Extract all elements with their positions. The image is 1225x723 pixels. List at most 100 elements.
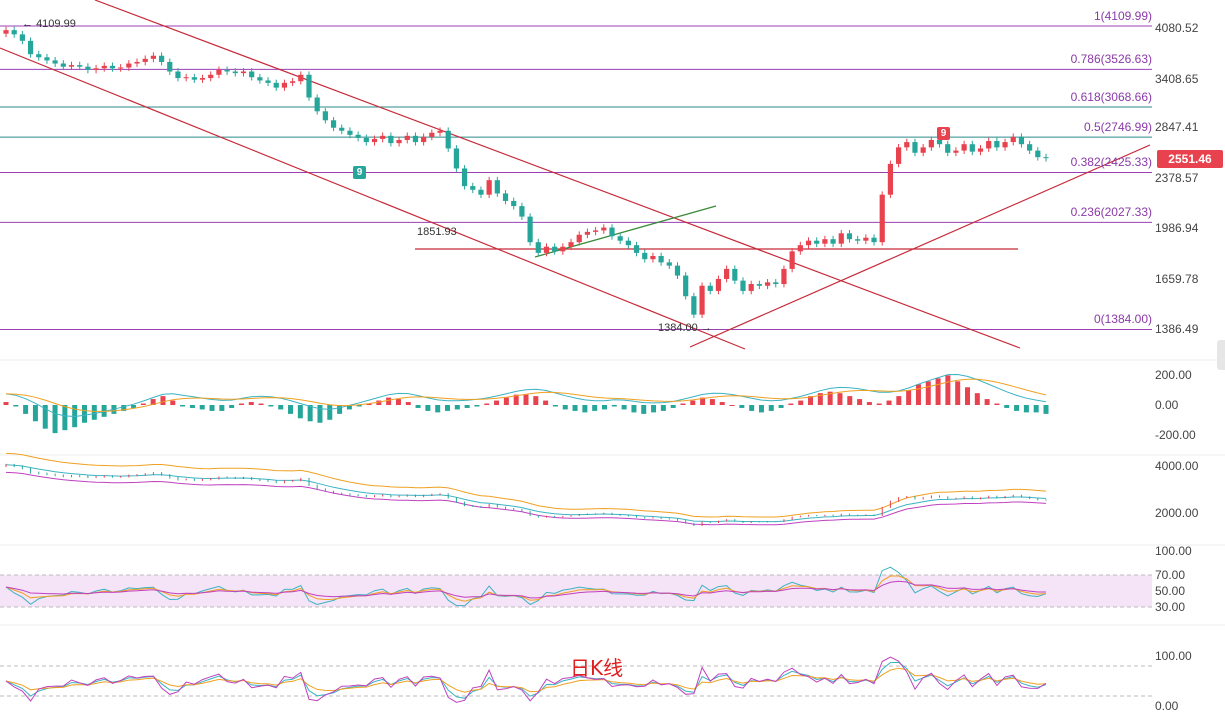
candle-body	[380, 135, 386, 139]
macd-histogram-bar	[562, 405, 568, 410]
candle-body	[527, 216, 533, 243]
candle-body	[920, 147, 926, 153]
macd-histogram-bar	[965, 387, 971, 405]
macd-histogram-bar	[337, 405, 343, 414]
macd-histogram-bar	[925, 381, 931, 405]
candle-body	[781, 268, 787, 285]
macd-histogram-bar	[611, 405, 617, 407]
macd-histogram-bar	[121, 405, 127, 411]
candle-body	[224, 69, 230, 72]
macd-histogram-bar	[189, 405, 195, 408]
macd-histogram-bar	[513, 394, 519, 405]
fib-level-label: 0.786(3526.63)	[1070, 52, 1152, 67]
macd-histogram-bar	[209, 405, 215, 411]
macd-histogram-bar	[631, 405, 637, 413]
macd-histogram-bar	[709, 399, 715, 405]
candle-body	[707, 285, 713, 291]
macd-histogram-bar	[866, 402, 872, 405]
macd-histogram-bar	[62, 405, 68, 431]
candle-body	[683, 275, 689, 297]
candle-body	[617, 236, 623, 241]
macd-histogram-bar	[1043, 405, 1049, 414]
candle-body	[773, 282, 779, 285]
panel-collapse-handle[interactable]	[1217, 340, 1225, 370]
macd-histogram-bar	[915, 384, 921, 405]
macd-histogram-bar	[494, 400, 500, 405]
boll-lower-band	[5, 471, 1047, 526]
candle-body	[257, 77, 263, 81]
candle-body	[732, 268, 738, 281]
candle-body	[199, 78, 206, 80]
macd-histogram-bar	[297, 405, 303, 419]
macd-histogram-bar	[258, 403, 264, 405]
macd-histogram-bar	[719, 402, 725, 405]
high-annotation: ← 4109.99	[22, 18, 76, 30]
boll-tick-label: 2000.00	[1155, 506, 1199, 520]
price-tick-label: 2378.57	[1155, 171, 1199, 185]
candle-body	[633, 245, 640, 253]
macd-histogram-bar	[32, 405, 38, 422]
candle-body	[846, 233, 853, 240]
macd-histogram-bar	[955, 381, 961, 405]
candle-body	[371, 138, 378, 143]
candle-body	[19, 34, 25, 41]
candle-body	[93, 68, 99, 70]
macd-histogram-bar	[729, 405, 735, 406]
candle-body	[1018, 136, 1025, 145]
candle-body	[814, 240, 820, 244]
price-tick-label: 1659.78	[1155, 272, 1199, 286]
macd-histogram-bar	[317, 405, 323, 423]
candle-body	[44, 57, 50, 61]
macd-histogram-bar	[572, 405, 578, 411]
candle-body	[118, 67, 124, 69]
macd-histogram-bar	[278, 405, 284, 410]
macd-histogram-bar	[484, 403, 490, 405]
candle-body	[715, 278, 722, 291]
candle-body	[666, 262, 672, 266]
candle-body	[306, 74, 312, 98]
macd-histogram-bar	[680, 403, 686, 405]
macd-histogram-bar	[974, 393, 980, 405]
macd-histogram-bar	[454, 405, 460, 410]
uptrend-line	[689, 144, 1151, 348]
candle-body	[421, 136, 427, 143]
candle-body	[1002, 142, 1008, 148]
fib-level-label: 1(4109.99)	[1093, 8, 1152, 23]
candle-body	[789, 251, 795, 269]
candle-body	[77, 65, 83, 67]
macd-histogram-bar	[1014, 405, 1020, 411]
macd-histogram-bar	[857, 399, 863, 405]
candle-body	[724, 268, 730, 279]
macd-histogram-bar	[876, 403, 882, 405]
macd-histogram-bar	[700, 397, 706, 405]
candle-body	[396, 139, 402, 144]
macd-histogram-bar	[592, 405, 598, 411]
macd-histogram-bar	[690, 400, 696, 405]
candle-body	[625, 240, 631, 246]
macd-histogram-bar	[170, 400, 176, 405]
candle-body	[461, 168, 468, 187]
macd-histogram-bar	[582, 405, 588, 413]
candle-body	[822, 239, 828, 244]
rsi-tick-label: 100.00	[1155, 544, 1192, 558]
candle-body	[232, 71, 238, 74]
candle-body	[240, 71, 247, 74]
candle-body	[797, 245, 803, 252]
macd-histogram-bar	[808, 396, 814, 405]
macd-histogram-bar	[288, 405, 294, 414]
candle-body	[216, 69, 222, 75]
macd-histogram-bar	[896, 396, 902, 405]
fib-level-label: 0(1384.00)	[1093, 312, 1152, 327]
td-sequential-marker-1: 9	[353, 166, 366, 179]
macd-histogram-bar	[543, 400, 549, 405]
macd-tick-label: 200.00	[1155, 368, 1192, 382]
macd-histogram-bar	[238, 403, 244, 405]
macd-histogram-bar	[23, 405, 29, 414]
candle-body	[519, 206, 525, 217]
macd-histogram-bar	[160, 396, 166, 405]
candle-body	[658, 256, 664, 263]
candle-body	[838, 233, 844, 244]
candle-body	[887, 163, 894, 195]
price-tick-label: 1986.94	[1155, 221, 1199, 235]
